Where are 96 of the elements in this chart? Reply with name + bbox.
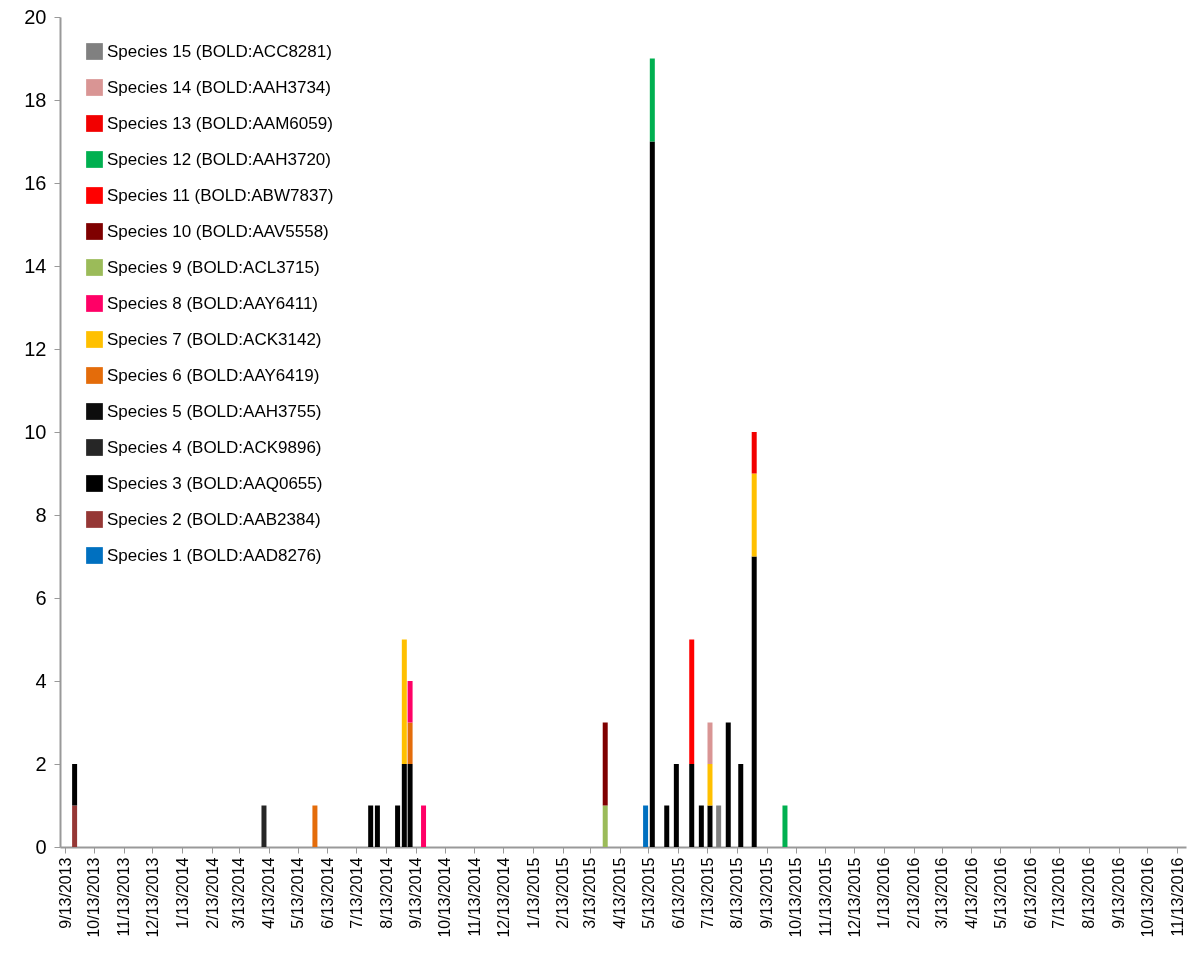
y-tick-label: 4 bbox=[35, 669, 47, 692]
bar bbox=[643, 805, 649, 847]
x-tick-label: 4/13/2015 bbox=[611, 857, 629, 929]
legend-label: Species 1 (BOLD:AAD8276) bbox=[107, 545, 322, 565]
x-tick-label: 10/13/2016 bbox=[1138, 857, 1156, 938]
legend-label: Species 5 (BOLD:AAH3755) bbox=[107, 401, 322, 421]
x-tick-label: 2/13/2016 bbox=[905, 857, 923, 929]
bar bbox=[649, 141, 655, 847]
x-tick-label: 9/13/2016 bbox=[1110, 857, 1128, 929]
bar bbox=[395, 805, 401, 847]
bar bbox=[649, 58, 655, 142]
x-tick-label: 1/13/2016 bbox=[875, 857, 893, 929]
bar bbox=[707, 764, 713, 806]
x-tick-label: 9/13/2013 bbox=[56, 857, 74, 929]
x-tick-label: 2/13/2014 bbox=[203, 857, 221, 929]
x-tick-label: 7/13/2015 bbox=[698, 857, 716, 929]
bar bbox=[602, 722, 608, 806]
legend-label: Species 12 (BOLD:AAH3720) bbox=[107, 149, 331, 169]
x-tick-label: 3/13/2014 bbox=[230, 857, 248, 929]
x-tick-label: 11/13/2015 bbox=[816, 857, 834, 937]
bar bbox=[664, 805, 670, 847]
y-tick-label: 0 bbox=[35, 835, 47, 858]
legend-label: Species 3 (BOLD:AAQ0655) bbox=[107, 473, 323, 493]
legend-label: Species 10 (BOLD:AAV5558) bbox=[107, 221, 329, 241]
bar bbox=[407, 722, 413, 764]
x-tick-label: 1/13/2014 bbox=[173, 857, 191, 929]
x-tick-label: 5/13/2015 bbox=[639, 857, 657, 929]
bar bbox=[421, 805, 427, 847]
x-tick-label: 10/13/2014 bbox=[436, 857, 454, 938]
y-tick-label: 2 bbox=[35, 752, 47, 775]
x-tick-label: 5/13/2014 bbox=[289, 857, 307, 929]
x-tick-label: 7/13/2016 bbox=[1050, 857, 1068, 929]
x-tick-label: 8/13/2016 bbox=[1080, 857, 1098, 929]
x-tick-label: 12/13/2014 bbox=[494, 857, 512, 938]
x-tick-label: 8/13/2015 bbox=[728, 857, 746, 929]
legend-label: Species 4 (BOLD:ACK9896) bbox=[107, 437, 322, 457]
x-tick-label: 9/13/2015 bbox=[758, 857, 776, 929]
x-tick-label: 3/13/2015 bbox=[581, 857, 599, 929]
bar bbox=[407, 681, 413, 723]
x-tick-label: 12/13/2015 bbox=[845, 857, 863, 938]
y-tick-label: 20 bbox=[24, 5, 47, 28]
bar bbox=[716, 805, 722, 847]
bar bbox=[782, 805, 788, 847]
y-tick-label: 10 bbox=[24, 420, 47, 443]
x-tick-label: 6/13/2015 bbox=[669, 857, 687, 929]
x-tick-label: 11/13/2014 bbox=[465, 857, 483, 937]
x-tick-label: 12/13/2013 bbox=[143, 857, 161, 938]
legend-label: Species 13 (BOLD:AAM6059) bbox=[107, 113, 333, 133]
x-tick-label: 1/13/2015 bbox=[524, 857, 542, 929]
legend-label: Species 2 (BOLD:AAB2384) bbox=[107, 509, 321, 529]
bar bbox=[401, 639, 407, 764]
x-tick-label: 7/13/2014 bbox=[347, 857, 365, 929]
x-tick-label: 11/13/2016 bbox=[1168, 857, 1186, 937]
legend-label: Species 14 (BOLD:AAH3734) bbox=[107, 77, 331, 97]
y-tick-label: 16 bbox=[24, 171, 47, 194]
bar bbox=[374, 805, 380, 847]
x-tick-label: 5/13/2016 bbox=[991, 857, 1009, 929]
bar bbox=[751, 556, 757, 847]
legend-label: Species 7 (BOLD:ACK3142) bbox=[107, 329, 322, 349]
bar bbox=[673, 764, 679, 847]
x-tick-label: 10/13/2013 bbox=[85, 857, 103, 938]
y-tick-label: 18 bbox=[24, 88, 47, 111]
bar bbox=[602, 805, 608, 847]
legend-label: Species 6 (BOLD:AAY6419) bbox=[107, 365, 320, 385]
bar bbox=[707, 722, 713, 764]
x-tick-label: 6/13/2014 bbox=[318, 857, 336, 929]
bar bbox=[725, 722, 731, 847]
bar bbox=[751, 432, 757, 474]
legend-label: Species 11 (BOLD:ABW7837) bbox=[107, 185, 334, 205]
x-tick-label: 2/13/2015 bbox=[554, 857, 572, 929]
y-tick-label: 6 bbox=[35, 586, 47, 609]
x-tick-label: 6/13/2016 bbox=[1021, 857, 1039, 929]
y-tick-label: 12 bbox=[24, 337, 47, 360]
x-tick-label: 4/13/2016 bbox=[962, 857, 980, 929]
y-tick-label: 14 bbox=[24, 254, 47, 277]
legend-label: Species 15 (BOLD:ACC8281) bbox=[107, 41, 332, 61]
bar bbox=[312, 805, 318, 847]
x-tick-label: 11/13/2013 bbox=[115, 857, 133, 937]
bar bbox=[751, 473, 757, 557]
x-tick-label: 8/13/2014 bbox=[377, 857, 395, 929]
bar bbox=[368, 805, 374, 847]
x-tick-label: 10/13/2015 bbox=[787, 857, 805, 938]
legend-label: Species 9 (BOLD:ACL3715) bbox=[107, 257, 320, 277]
bar bbox=[72, 805, 78, 847]
bar bbox=[707, 805, 713, 847]
bar bbox=[738, 764, 744, 847]
bar bbox=[261, 805, 267, 847]
bar bbox=[72, 764, 78, 806]
bar bbox=[698, 805, 704, 847]
y-tick-label: 8 bbox=[35, 503, 47, 526]
x-tick-label: 9/13/2014 bbox=[407, 857, 425, 929]
bar bbox=[689, 639, 695, 764]
x-tick-label: 3/13/2016 bbox=[933, 857, 951, 929]
x-tick-label: 4/13/2014 bbox=[260, 857, 278, 929]
legend-label: Species 8 (BOLD:AAY6411) bbox=[107, 293, 319, 313]
bar bbox=[689, 764, 695, 847]
